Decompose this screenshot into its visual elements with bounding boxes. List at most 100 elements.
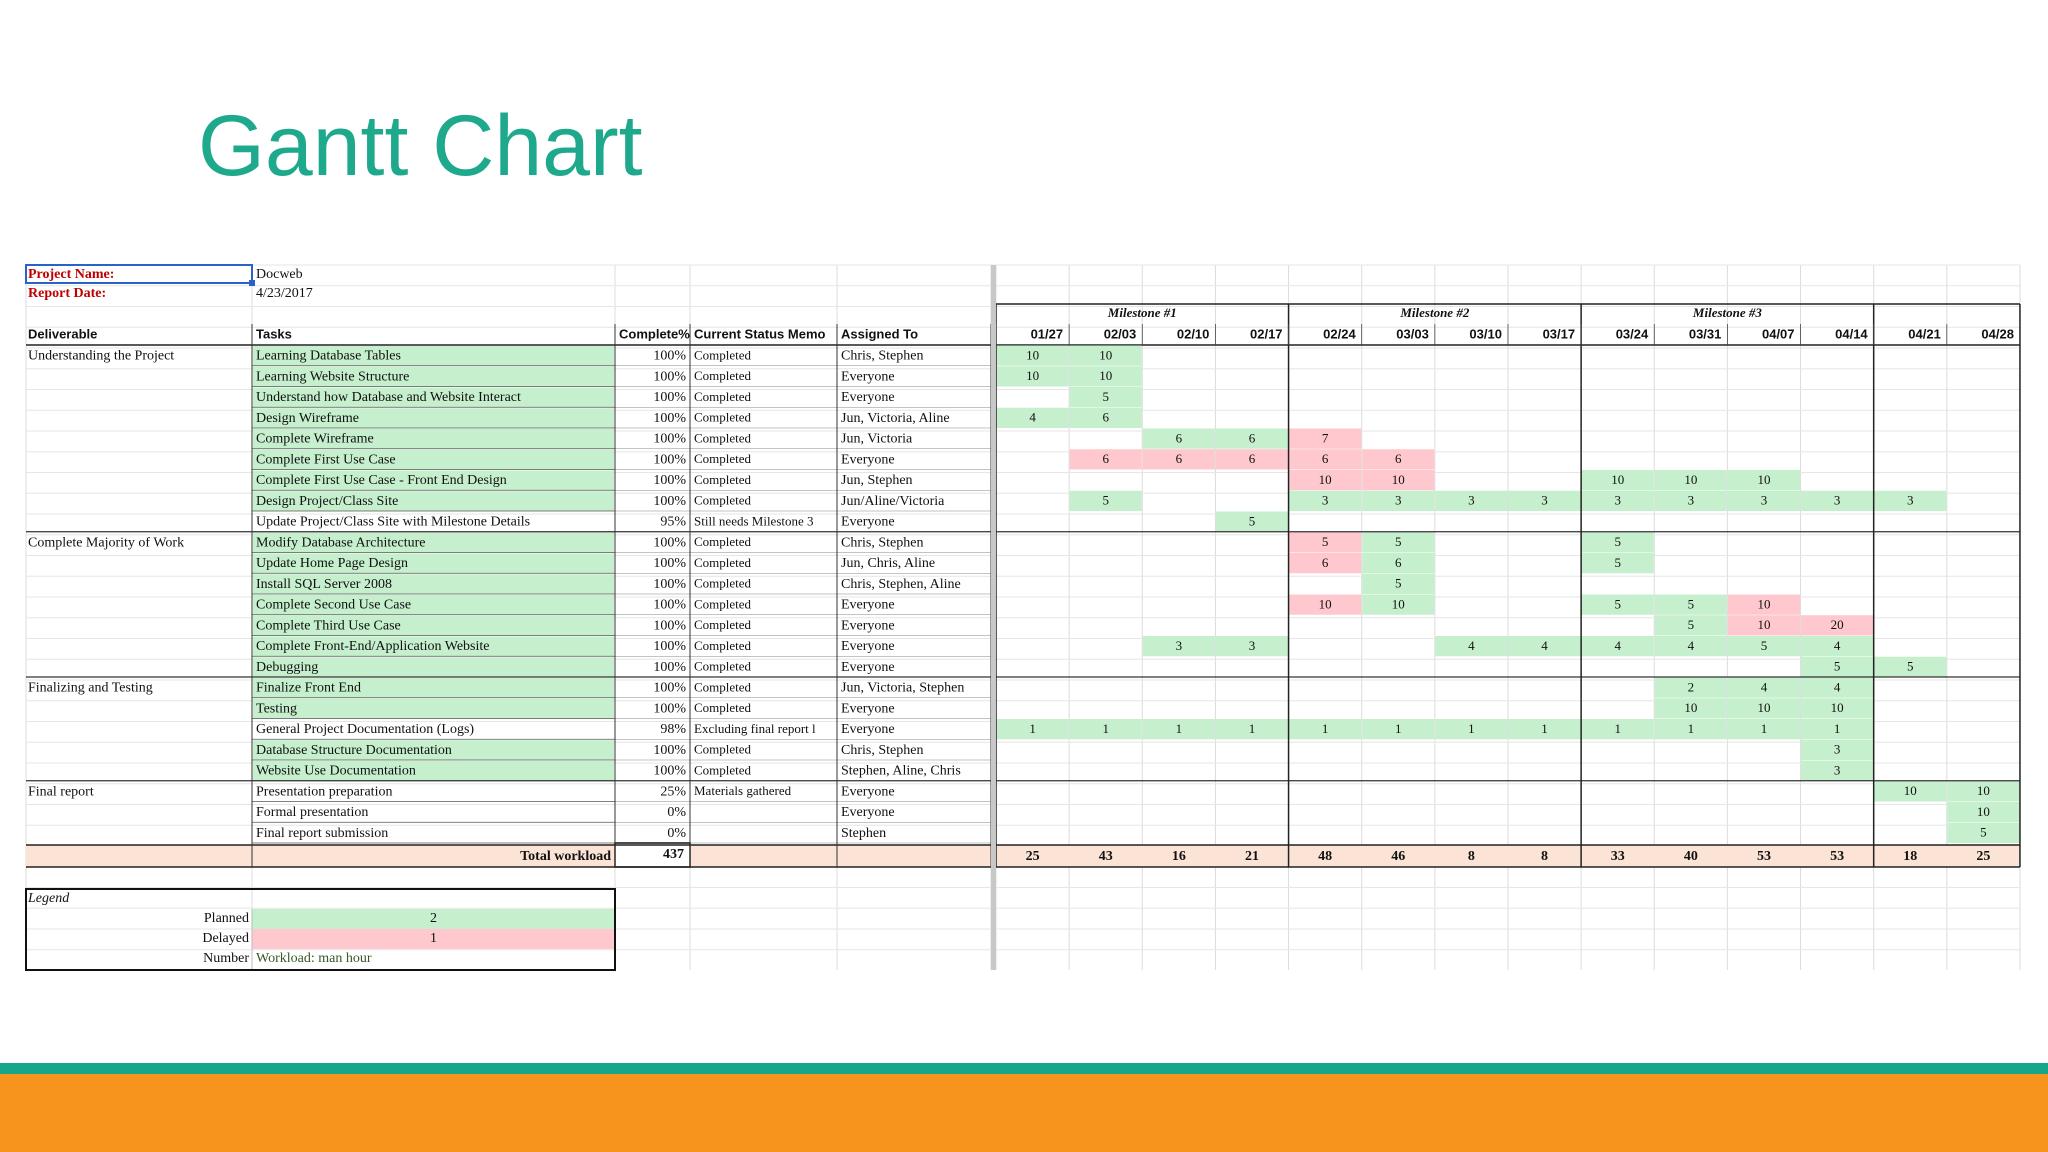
teal-band: [0, 1063, 2048, 1074]
complete: 0%: [667, 826, 686, 841]
milestone: Milestone #3: [1692, 305, 1762, 320]
task: Presentation preparation: [256, 784, 392, 799]
assigned: Everyone: [841, 660, 895, 675]
week-header: 04/14: [1835, 326, 1868, 341]
legend-swatch: [252, 929, 615, 949]
week-header: 02/10: [1177, 326, 1210, 341]
cell-value: 6: [1249, 451, 1256, 466]
cell-value: 5: [1980, 825, 1987, 840]
memo: Completed: [694, 679, 752, 694]
task-fill: [253, 366, 614, 387]
sheet-divider: [991, 265, 996, 970]
cell-fill: [1362, 573, 1435, 594]
cell-fill: [1362, 594, 1435, 615]
assigned: Everyone: [841, 805, 895, 820]
cell-fill: [1947, 781, 2020, 802]
cell-value: 5: [1249, 513, 1256, 528]
complete: 100%: [653, 390, 686, 405]
cell-fill: [1874, 656, 1947, 677]
deliverable: Final report: [28, 784, 94, 799]
complete: 98%: [660, 722, 686, 737]
cell-value: 1: [1688, 721, 1695, 736]
cell-value: 10: [1026, 347, 1039, 362]
memo: Completed: [694, 659, 752, 674]
cell-fill: [1069, 366, 1142, 387]
cell-fill: [1289, 470, 1362, 491]
task-fill: [253, 595, 614, 615]
week-total: 33: [1611, 849, 1625, 864]
assigned: Everyone: [841, 784, 895, 799]
cell-fill: [1289, 532, 1362, 553]
memo: Completed: [694, 555, 752, 570]
task: General Project Documentation (Logs): [256, 722, 474, 737]
assigned: Stephen: [841, 826, 886, 841]
total-row: [996, 845, 2020, 867]
complete: 100%: [653, 681, 686, 696]
cell-value: 6: [1322, 451, 1329, 466]
cell-fill: [1069, 387, 1142, 408]
cell-fill: [1727, 698, 1801, 719]
cell-value: 10: [1099, 347, 1112, 362]
cell-value: 1: [1614, 721, 1621, 736]
assigned: Everyone: [841, 639, 895, 654]
assigned: Chris, Stephen, Aline: [841, 577, 961, 592]
cell-value: 10: [1904, 783, 1917, 798]
label: Project Name:: [28, 267, 114, 282]
cell-fill: [996, 345, 1069, 366]
cell-value: 10: [1099, 368, 1112, 383]
task-fill: [253, 408, 614, 428]
cell-fill: [1289, 428, 1362, 449]
complete: 100%: [653, 473, 686, 488]
week-total: 8: [1468, 849, 1475, 864]
complete: 100%: [653, 411, 686, 426]
cell-fill: [1508, 636, 1581, 657]
cell-fill: [1069, 490, 1142, 511]
complete: 100%: [653, 577, 686, 592]
assigned: Jun/Aline/Victoria: [841, 494, 945, 509]
cell-fill: [1215, 428, 1289, 449]
cell-value: 3: [1249, 638, 1256, 653]
memo: Still needs Milestone 3: [694, 513, 814, 528]
week-header: 03/24: [1616, 326, 1649, 341]
cell-fill: [1801, 719, 1874, 740]
week-header: 02/24: [1323, 326, 1356, 341]
cell-fill: [1801, 490, 1874, 511]
cell-fill: [1874, 781, 1947, 802]
cell-value: 1: [1761, 721, 1768, 736]
task-fill: [253, 470, 614, 491]
selected-cell: [25, 264, 253, 284]
cell-fill: [1801, 760, 1874, 781]
task: Formal presentation: [256, 805, 368, 820]
memo: Completed: [694, 451, 752, 466]
assigned: Everyone: [841, 390, 895, 405]
task: Update Home Page Design: [256, 556, 408, 571]
cell-value: 5: [1395, 534, 1402, 549]
memo: Excluding final report l: [694, 721, 816, 736]
cell-fill: [1362, 553, 1435, 574]
week-header: 02/17: [1250, 326, 1283, 341]
cell-fill: [1947, 822, 2020, 843]
complete: 100%: [653, 535, 686, 550]
cell-fill: [1801, 739, 1874, 760]
memo: Completed: [694, 389, 752, 404]
task-fill: [253, 761, 614, 781]
week-total: 25: [1976, 849, 1990, 864]
cell-value: 2: [1688, 679, 1695, 694]
cell-value: 10: [1392, 472, 1405, 487]
complete: 100%: [653, 432, 686, 447]
cell-fill: [996, 719, 1069, 740]
assigned: Everyone: [841, 618, 895, 633]
cell-value: 10: [1319, 596, 1332, 611]
week-total: 43: [1099, 849, 1113, 864]
week-header: 02/03: [1104, 326, 1137, 341]
assigned: Chris, Stephen: [841, 743, 923, 758]
legend-value: 1: [430, 931, 437, 946]
complete: 25%: [660, 784, 686, 799]
deliverable: Understanding the Project: [28, 349, 174, 364]
cell-value: 5: [1614, 596, 1621, 611]
cell-fill: [1581, 719, 1654, 740]
cell-value: 20: [1831, 617, 1844, 632]
cell-fill: [1215, 511, 1289, 532]
week-total: 48: [1318, 849, 1332, 864]
